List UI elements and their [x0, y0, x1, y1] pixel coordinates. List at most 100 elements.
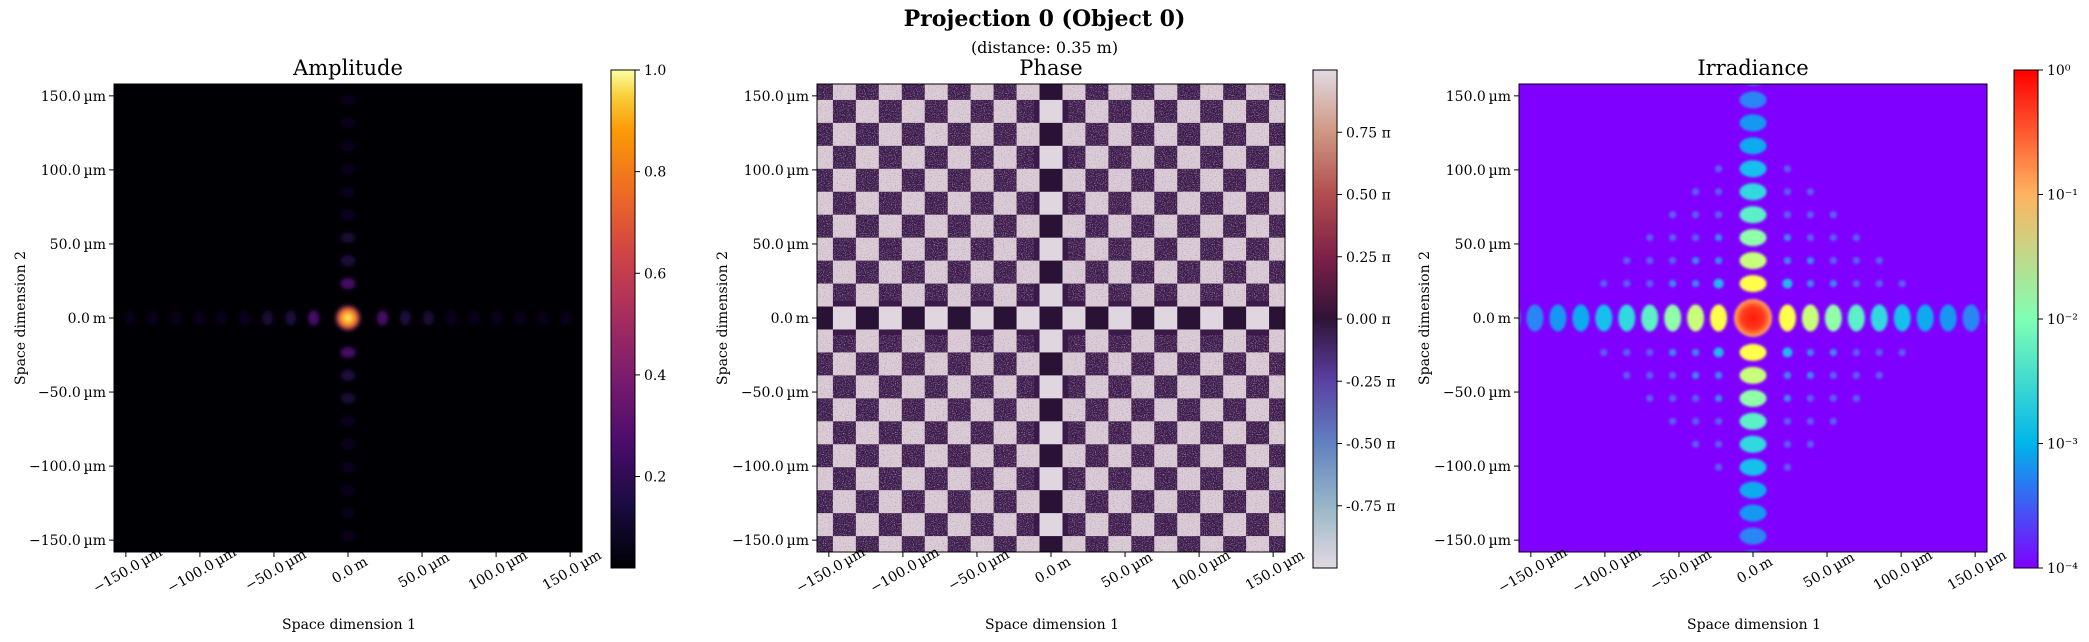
- phase-cell: [1292, 215, 1315, 238]
- irradiance-lobe-v: [1739, 389, 1767, 407]
- amplitude-lobe-v: [340, 438, 356, 450]
- y-tick-label: 0.0 m: [771, 311, 809, 327]
- phase-cell: [1039, 536, 1063, 552]
- phase-cell: [1040, 54, 1063, 77]
- y-tick-label: −50.0 µm: [1443, 385, 1511, 401]
- irradiance-side-lobe: [1783, 440, 1792, 448]
- irradiance-side-lobe: [1875, 279, 1883, 288]
- irradiance-side-lobe: [1782, 347, 1793, 358]
- phase-cell: [787, 398, 810, 421]
- phase-cell: [833, 54, 856, 77]
- colorbar-ticks: 0.2 0.4 0.6 0.8 1.0 0.75 π 0.50 π 0.25 π 0.00 π -…: [635, 63, 2078, 577]
- phase-cell: [1062, 54, 1085, 77]
- irradiance-side-lobe: [1829, 211, 1837, 219]
- irradiance-lobe-v: [1739, 527, 1767, 545]
- amplitude-lobe-v: [340, 209, 356, 221]
- phase-cell: [787, 490, 810, 513]
- irradiance-side-lobe: [1692, 234, 1700, 242]
- y-tick-label: −100.0 µm: [732, 459, 809, 475]
- phase-cell: [1039, 467, 1063, 491]
- amplitude-lobe-v: [340, 507, 356, 519]
- colorbar-tick-label: 0.00 π: [1346, 312, 1391, 328]
- irradiance-side-lobe: [1783, 257, 1792, 265]
- phase-cell: [1039, 283, 1063, 307]
- phase-cell: [1039, 214, 1063, 239]
- amplitude-lobe-h: [376, 310, 388, 326]
- amplitude-xlabel: Space dimension 1: [282, 617, 416, 633]
- irradiance-lobe-h: [1778, 304, 1796, 332]
- phase-cell: [1292, 146, 1315, 169]
- phase-cell: [994, 54, 1017, 77]
- phase-cell: [1039, 122, 1063, 147]
- y-tick-label: 50.0 µm: [50, 237, 106, 253]
- colorbar-tick-label: 0.8: [644, 165, 666, 181]
- irradiance-side-lobe: [1806, 417, 1814, 425]
- irradiance-side-lobe: [1898, 279, 1906, 288]
- phase-cell: [1085, 54, 1108, 77]
- y-tick-label: 0.0 m: [1473, 311, 1511, 327]
- phase-title: Phase: [1019, 56, 1083, 80]
- irradiance-side-lobe: [1646, 234, 1654, 242]
- irradiance-lobe-v: [1739, 343, 1767, 361]
- irradiance-side-lobe: [1669, 211, 1677, 219]
- phase-cell: [1292, 123, 1315, 146]
- irradiance-side-lobe: [1714, 234, 1723, 242]
- irradiance-lobe-h: [1870, 304, 1888, 332]
- amplitude-lobe-h: [239, 310, 251, 326]
- colorbar-tick-label: 0.75 π: [1346, 125, 1391, 141]
- x-tick-label: 50.0 µm: [396, 550, 453, 592]
- phase-cell: [1131, 54, 1154, 77]
- colorbar-tick-label: 10⁰: [2047, 63, 2071, 79]
- amplitude-lobe-v: [341, 71, 356, 82]
- phase-cell: [1039, 421, 1063, 445]
- amplitude-lobe-h: [584, 311, 595, 326]
- irradiance-side-lobe: [1646, 371, 1654, 379]
- phase-cell: [1016, 306, 1040, 330]
- phase-cell: [1154, 306, 1178, 330]
- irradiance-side-lobe: [1714, 371, 1723, 379]
- irradiance-side-lobe: [1714, 165, 1723, 173]
- phase-cell: [1039, 191, 1063, 216]
- irradiance-lobe-h: [1526, 304, 1544, 332]
- phase-cell: [1292, 77, 1315, 100]
- phase-cell: [855, 306, 880, 330]
- irradiance-side-lobe: [1783, 234, 1792, 242]
- irradiance-lobe-h: [1549, 304, 1567, 332]
- phase-cell: [971, 54, 994, 77]
- amplitude-lobe-h: [147, 310, 159, 326]
- amplitude-lobe-h: [170, 310, 182, 326]
- y-tick-label: 100.0 µm: [1446, 163, 1511, 179]
- phase-cell: [1292, 261, 1315, 284]
- irradiance-side-lobe: [1623, 257, 1631, 265]
- phase-cell: [1085, 306, 1109, 330]
- x-tick-label: 100.0 µm: [1871, 547, 1936, 593]
- y-tick-label: 100.0 µm: [41, 163, 106, 179]
- amplitude-lobe-h: [124, 310, 136, 326]
- phase-cell: [787, 123, 810, 146]
- irradiance-side-lobe: [1646, 394, 1654, 402]
- amplitude-lobe-v: [340, 140, 356, 152]
- phase-cell: [901, 306, 926, 330]
- phase-cell: [1177, 306, 1201, 330]
- phase-cell: [1292, 100, 1315, 123]
- irradiance-title: Irradiance: [1697, 56, 1809, 80]
- y-tick-label: −100.0 µm: [29, 459, 106, 475]
- irradiance-side-lobe: [1646, 348, 1654, 357]
- x-tick-label: 0.0 m: [1734, 554, 1775, 587]
- phase-xlabel: Space dimension 1: [985, 617, 1119, 633]
- irradiance-side-lobe: [1669, 394, 1677, 402]
- irradiance-lobe-h: [1893, 304, 1911, 332]
- phase-cell: [1200, 306, 1224, 330]
- irradiance-side-lobe: [1829, 371, 1837, 379]
- phase-cell: [1039, 168, 1063, 193]
- phase-cell: [1039, 84, 1063, 101]
- phase-cell: [925, 54, 948, 77]
- irradiance-lobe-v: [1739, 366, 1767, 384]
- irradiance-side-lobe: [1806, 188, 1814, 196]
- phase-cell: [810, 54, 833, 77]
- amplitude-lobe-v: [340, 530, 356, 542]
- colorbar-tick-label: 0.4: [644, 368, 666, 384]
- phase-colorbar: [1312, 69, 1338, 569]
- phase-cell: [1223, 306, 1247, 330]
- irradiance-side-lobe: [1829, 257, 1837, 265]
